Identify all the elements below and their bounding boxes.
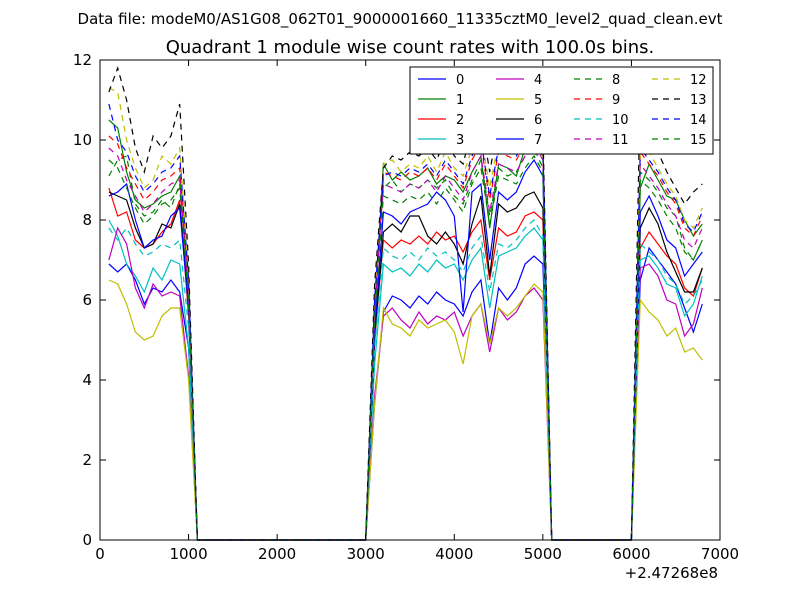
chart-title: Quadrant 1 module wise count rates with … — [166, 37, 655, 58]
legend-box — [409, 66, 714, 155]
x-offset-label: +2.47268e8 — [625, 564, 718, 582]
legend-label-11: 11 — [612, 133, 629, 148]
legend-label-7: 7 — [534, 133, 542, 148]
legend-label-13: 13 — [690, 93, 707, 108]
y-tick-label: 12 — [73, 51, 92, 69]
legend-label-9: 9 — [612, 93, 620, 108]
x-tick-label: 3000 — [347, 545, 385, 563]
legend-label-4: 4 — [534, 73, 542, 88]
legend-label-10: 10 — [612, 113, 629, 128]
figure-suptitle: Data file: modeM0/AS1G08_062T01_90000016… — [78, 10, 723, 29]
legend-label-0: 0 — [456, 73, 464, 88]
legend-label-2: 2 — [456, 113, 464, 128]
series-line-12 — [108, 87, 703, 541]
y-tick-label: 10 — [73, 131, 92, 149]
legend-label-8: 8 — [612, 73, 620, 88]
x-tick-label: 7000 — [701, 545, 739, 563]
x-tick-label: 1000 — [169, 545, 207, 563]
x-tick-label: 0 — [95, 545, 105, 563]
y-tick-label: 0 — [82, 531, 92, 549]
legend-label-12: 12 — [690, 73, 707, 88]
y-tick-label: 4 — [82, 371, 92, 389]
x-tick-label: 4000 — [435, 545, 473, 563]
y-tick-label: 2 — [82, 451, 92, 469]
x-tick-label: 5000 — [524, 545, 562, 563]
legend-label-6: 6 — [534, 113, 542, 128]
y-tick-label: 8 — [82, 211, 92, 229]
x-tick-label: 6000 — [612, 545, 650, 563]
legend-label-3: 3 — [456, 133, 464, 148]
legend-label-15: 15 — [690, 133, 707, 148]
y-tick-label: 6 — [82, 291, 92, 309]
legend-label-1: 1 — [456, 93, 464, 108]
legend-label-14: 14 — [690, 113, 707, 128]
legend-label-5: 5 — [534, 93, 542, 108]
x-tick-label: 2000 — [258, 545, 296, 563]
